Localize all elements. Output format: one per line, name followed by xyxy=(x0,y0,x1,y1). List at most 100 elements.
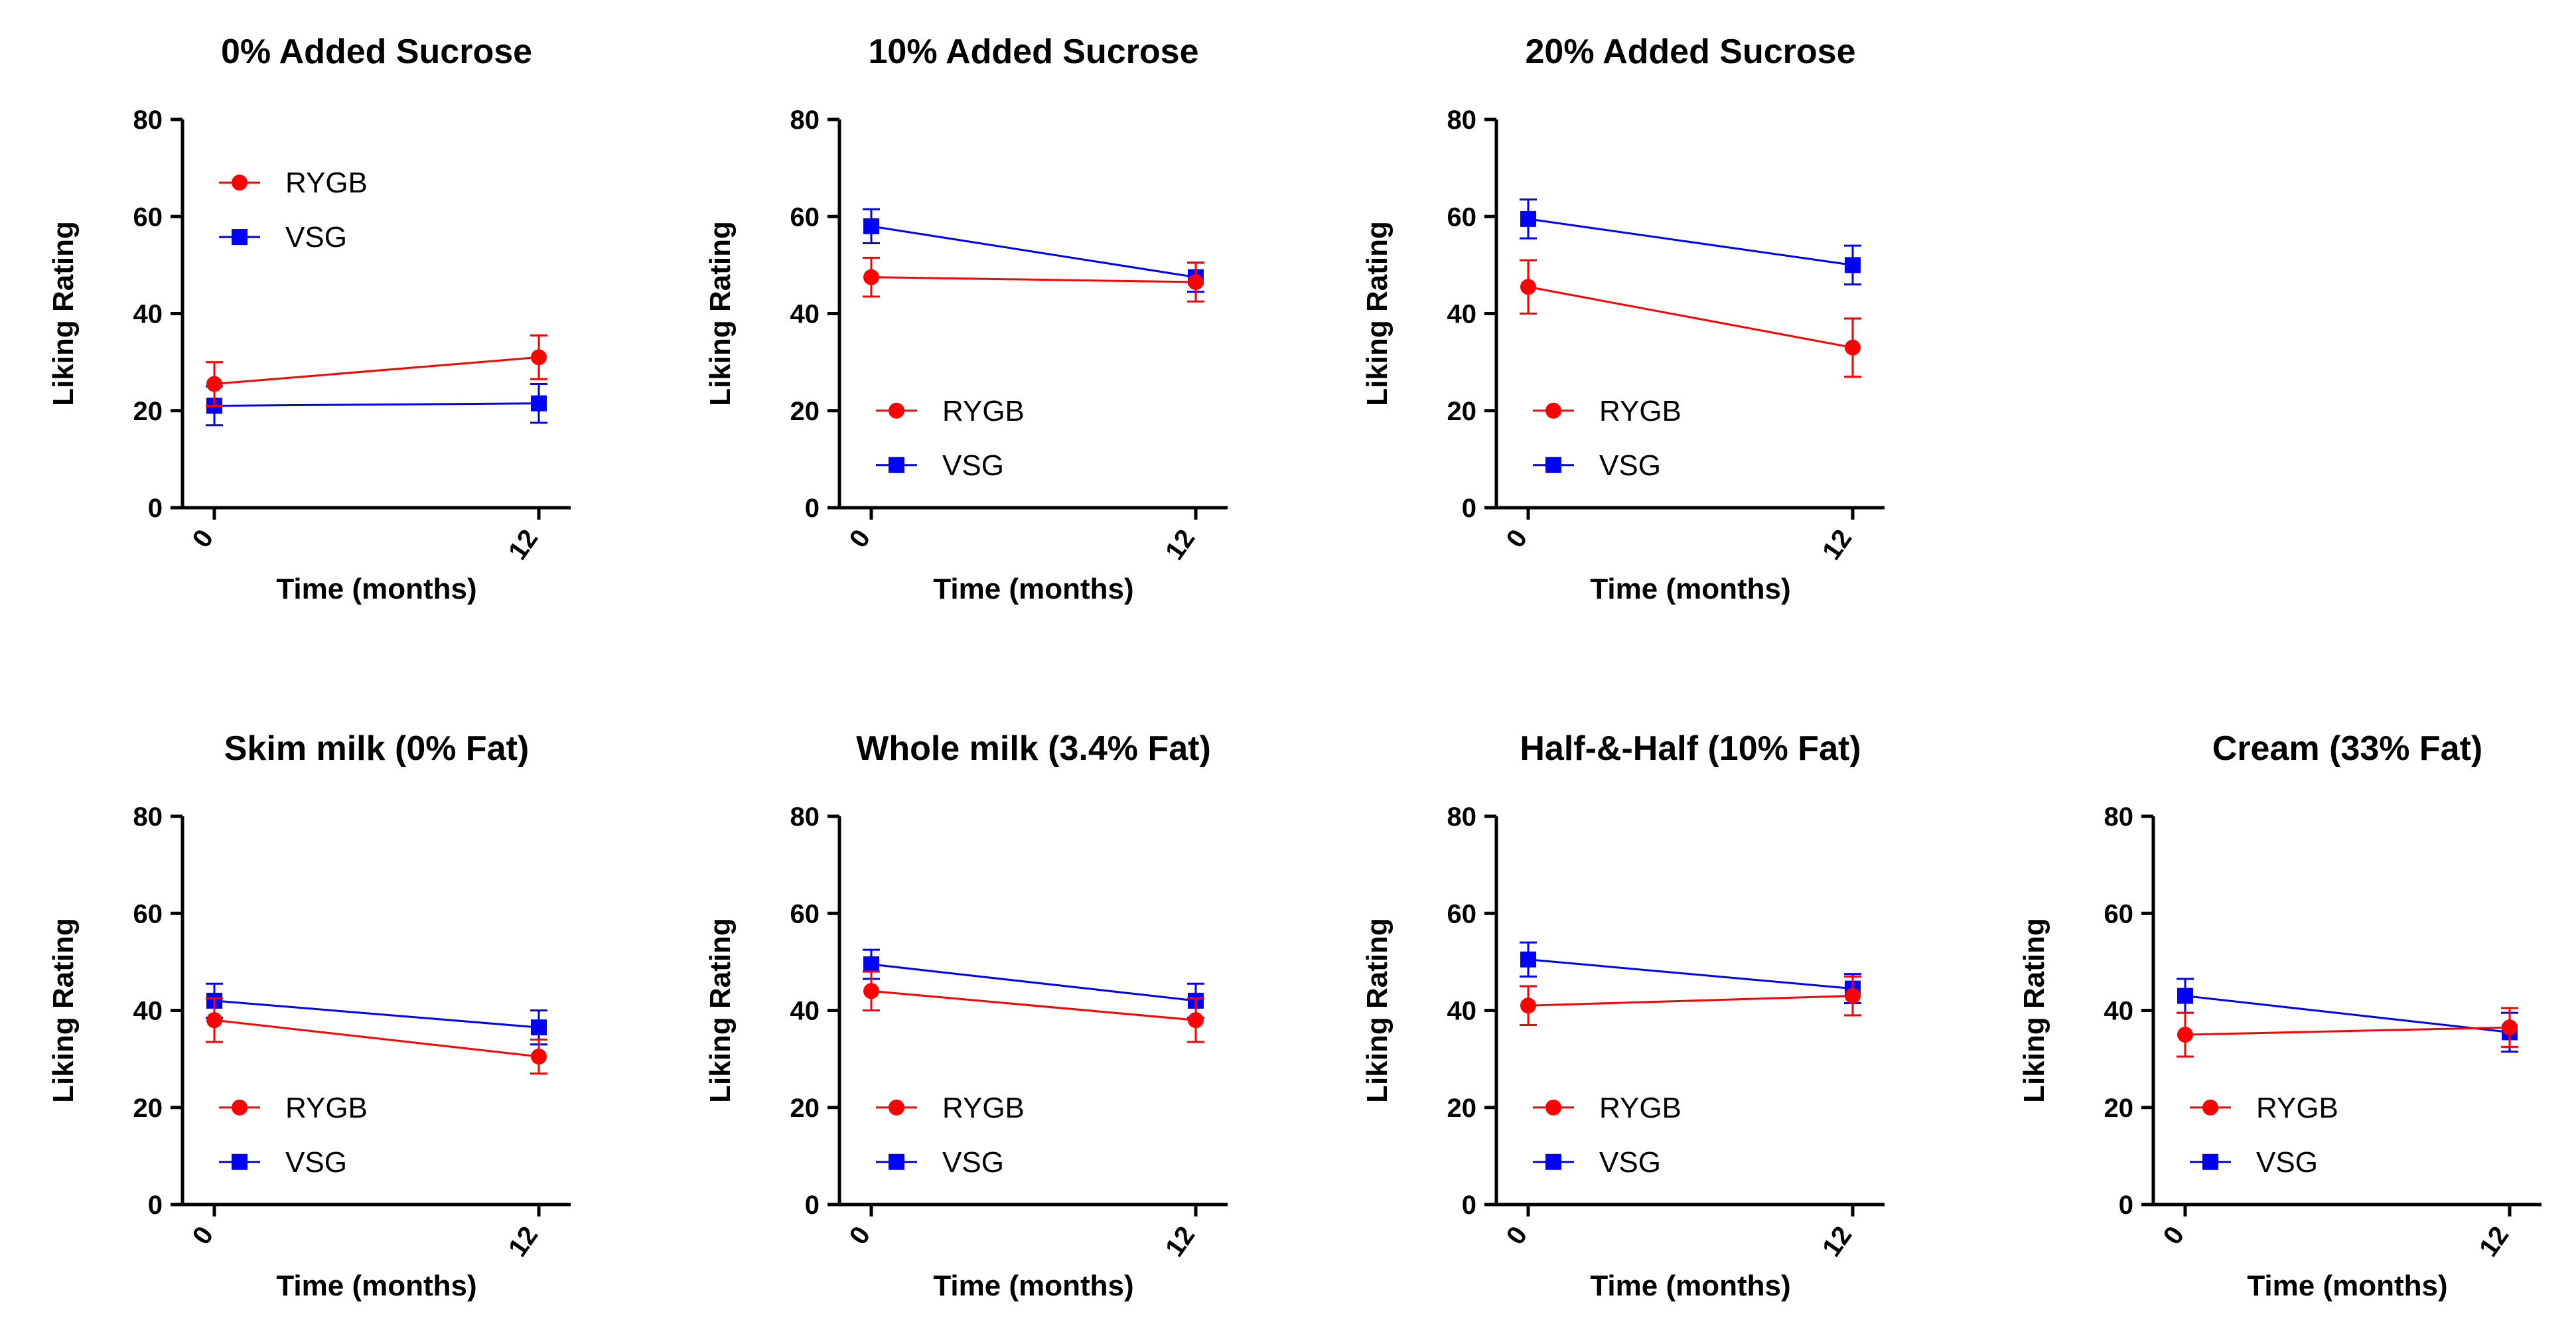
legend-entry-rygb: RYGB xyxy=(219,167,368,199)
x-tick-label: 0 xyxy=(844,524,877,553)
x-tick-label: 0 xyxy=(187,524,220,553)
x-axis-label: Time (months) xyxy=(276,1270,476,1302)
x-tick-label: 12 xyxy=(1160,1221,1201,1262)
series-line xyxy=(214,1019,539,1058)
y-tick-label: 20 xyxy=(2104,1094,2134,1123)
legend-label: VSG xyxy=(942,1146,1004,1179)
y-tick-label: 0 xyxy=(1462,494,1476,523)
series-line xyxy=(871,963,1196,1002)
x-tick-label: 12 xyxy=(503,524,544,565)
y-tick-label: 0 xyxy=(1462,1191,1476,1220)
chart-panel: Cream (33% Fat) 0 20 40 60 80 0 12 Time (months)… xyxy=(2018,729,2541,1302)
series-rygb xyxy=(863,256,1204,303)
series-vsg xyxy=(1520,198,1861,286)
series-rygb xyxy=(1520,975,1861,1026)
legend-marker xyxy=(889,1099,904,1116)
x-tick-label: 12 xyxy=(503,1221,544,1262)
x-tick-label: 0 xyxy=(1501,1221,1534,1250)
data-point-marker xyxy=(1520,279,1536,295)
data-point-marker xyxy=(863,983,879,999)
y-tick-label: 40 xyxy=(1447,300,1477,329)
x-axis-label: Time (months) xyxy=(2247,1270,2447,1302)
series-line xyxy=(1528,218,1853,266)
data-point-marker xyxy=(206,1012,222,1029)
series-line xyxy=(1528,958,1853,990)
y-axis-label: Liking Rating xyxy=(704,918,737,1103)
legend-marker xyxy=(232,175,248,191)
legend-entry-rygb: RYGB xyxy=(876,1092,1025,1124)
y-tick-label: 0 xyxy=(805,494,820,523)
y-tick-label: 60 xyxy=(133,899,163,928)
series-vsg xyxy=(2177,978,2518,1053)
y-tick-label: 20 xyxy=(1447,1094,1477,1123)
data-point-marker xyxy=(1520,997,1536,1014)
legend-label: RYGB xyxy=(942,395,1025,427)
y-tick-label: 0 xyxy=(2119,1191,2133,1220)
y-tick-label: 80 xyxy=(133,106,163,135)
y-tick-label: 60 xyxy=(2104,899,2134,928)
legend-entry-vsg: VSG xyxy=(876,449,1004,482)
legend-marker xyxy=(1545,1153,1561,1170)
legend-label: RYGB xyxy=(285,167,368,199)
legend-marker xyxy=(1545,402,1561,419)
x-tick-label: 0 xyxy=(2158,1221,2190,1250)
series-rygb xyxy=(206,334,547,407)
chart-panel: 20% Added Sucrose 0 20 40 60 80 0 12 Time (month… xyxy=(1361,33,1885,605)
legend-label: RYGB xyxy=(1599,395,1682,427)
y-tick-label: 0 xyxy=(805,1191,820,1220)
series-vsg xyxy=(206,982,547,1046)
data-point-marker xyxy=(1845,339,1861,356)
legend-marker xyxy=(2202,1099,2218,1116)
series-line xyxy=(214,356,539,386)
y-tick-label: 60 xyxy=(1447,899,1477,928)
x-axis-label: Time (months) xyxy=(933,573,1133,605)
legend-label: VSG xyxy=(1599,449,1661,482)
y-tick-label: 80 xyxy=(1447,106,1477,135)
chart-panel: Skim milk (0% Fat) 0 20 40 60 80 0 12 Time (mont… xyxy=(47,729,571,1302)
series-vsg xyxy=(206,383,547,427)
legend-entry-rygb: RYGB xyxy=(219,1092,368,1124)
series-rygb xyxy=(863,970,1204,1043)
legend-entry-rygb: RYGB xyxy=(876,395,1025,427)
x-tick-label: 0 xyxy=(1501,524,1534,553)
series-line xyxy=(871,990,1196,1021)
y-tick-label: 80 xyxy=(790,106,820,135)
y-tick-label: 60 xyxy=(790,899,820,928)
series-rygb xyxy=(1520,259,1861,378)
y-tick-label: 0 xyxy=(148,1191,163,1220)
y-axis-label: Liking Rating xyxy=(1361,221,1394,406)
y-axis-label: Liking Rating xyxy=(1361,918,1394,1103)
data-point-marker xyxy=(1520,210,1536,227)
legend-marker xyxy=(2202,1153,2218,1170)
data-point-marker xyxy=(2177,1027,2193,1043)
y-tick-label: 80 xyxy=(790,802,820,832)
data-point-marker xyxy=(1188,273,1204,290)
chart-title: Half-&-Half (10% Fat) xyxy=(1520,729,1861,768)
legend-marker xyxy=(1545,1099,1561,1116)
legend-label: RYGB xyxy=(1599,1092,1682,1124)
y-tick-label: 40 xyxy=(133,300,163,329)
legend-label: RYGB xyxy=(942,1092,1025,1124)
y-tick-label: 40 xyxy=(133,997,163,1026)
x-tick-label: 0 xyxy=(844,1221,877,1250)
series-vsg xyxy=(1520,941,1861,1005)
chart-panel: Whole milk (3.4% Fat) 0 20 40 60 80 0 12 Time (m… xyxy=(704,729,1228,1302)
data-point-marker xyxy=(863,218,879,234)
y-axis-label: Liking Rating xyxy=(47,221,80,406)
legend-label: VSG xyxy=(1599,1146,1661,1179)
y-tick-label: 60 xyxy=(1447,202,1477,232)
chart-title: 0% Added Sucrose xyxy=(221,33,532,71)
y-tick-label: 20 xyxy=(133,397,163,426)
chart-title: Cream (33% Fat) xyxy=(2212,729,2482,768)
legend-marker xyxy=(889,457,904,473)
x-tick-label: 12 xyxy=(2474,1221,2515,1262)
legend-entry-vsg: VSG xyxy=(2190,1146,2318,1179)
series-line xyxy=(1528,285,1853,349)
series-line xyxy=(1528,995,1853,1007)
y-tick-label: 80 xyxy=(2104,802,2134,832)
data-point-marker xyxy=(863,956,879,973)
y-tick-label: 20 xyxy=(133,1094,163,1123)
chart-title: Whole milk (3.4% Fat) xyxy=(856,729,1211,768)
legend-label: RYGB xyxy=(285,1092,368,1124)
